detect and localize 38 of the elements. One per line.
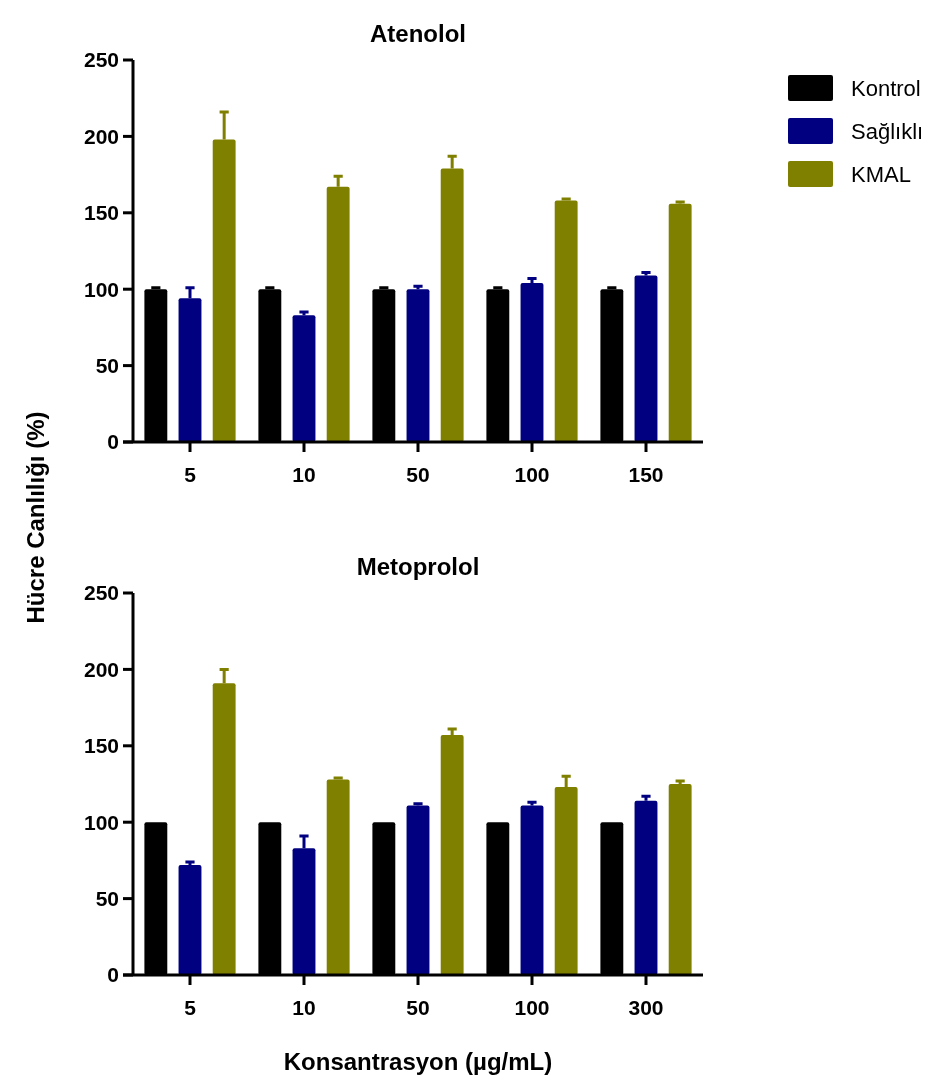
chart-title: Metoprolol bbox=[356, 553, 480, 580]
legend-label: KMAL bbox=[851, 161, 911, 187]
legend-label: Kontrol bbox=[851, 75, 921, 101]
bar bbox=[406, 805, 430, 975]
bar bbox=[634, 275, 658, 442]
y-tick-label: 0 bbox=[107, 430, 119, 454]
x-tick-label: 10 bbox=[292, 463, 316, 486]
y-tick-label: 50 bbox=[95, 353, 119, 377]
x-axis-title: Konsantrasyon (µg/mL) bbox=[283, 1048, 553, 1075]
y-tick-label: 50 bbox=[95, 886, 119, 910]
bar bbox=[326, 779, 350, 975]
bar bbox=[520, 805, 544, 975]
x-tick-label: 10 bbox=[292, 996, 316, 1019]
x-tick-label: 100 bbox=[514, 996, 550, 1019]
bar bbox=[668, 203, 692, 442]
y-tick-label: 150 bbox=[83, 201, 119, 225]
x-tick-label: 300 bbox=[628, 996, 664, 1019]
chart-title: Atenolol bbox=[370, 20, 466, 47]
x-tick-label: 100 bbox=[514, 463, 550, 486]
y-axis-title: Hücre Canlılığı (%) bbox=[22, 411, 49, 624]
x-tick-label: 50 bbox=[406, 463, 430, 486]
x-tick-label: 5 bbox=[184, 463, 197, 486]
y-tick-label: 150 bbox=[83, 734, 119, 758]
y-tick-label: 100 bbox=[83, 277, 119, 301]
bar bbox=[406, 289, 430, 442]
legend-label: Sağlıklı bbox=[851, 118, 924, 144]
y-tick-label: 250 bbox=[83, 48, 119, 72]
x-tick-label: 50 bbox=[406, 996, 430, 1019]
x-tick-label: 5 bbox=[184, 996, 197, 1019]
y-tick-label: 200 bbox=[83, 657, 119, 681]
bar bbox=[178, 864, 202, 975]
y-tick-label: 250 bbox=[83, 581, 119, 605]
bar bbox=[292, 315, 316, 442]
bar bbox=[554, 200, 578, 442]
x-tick-label: 150 bbox=[628, 463, 664, 486]
y-tick-label: 200 bbox=[83, 124, 119, 148]
y-tick-label: 0 bbox=[107, 963, 119, 987]
y-tick-label: 100 bbox=[83, 810, 119, 834]
